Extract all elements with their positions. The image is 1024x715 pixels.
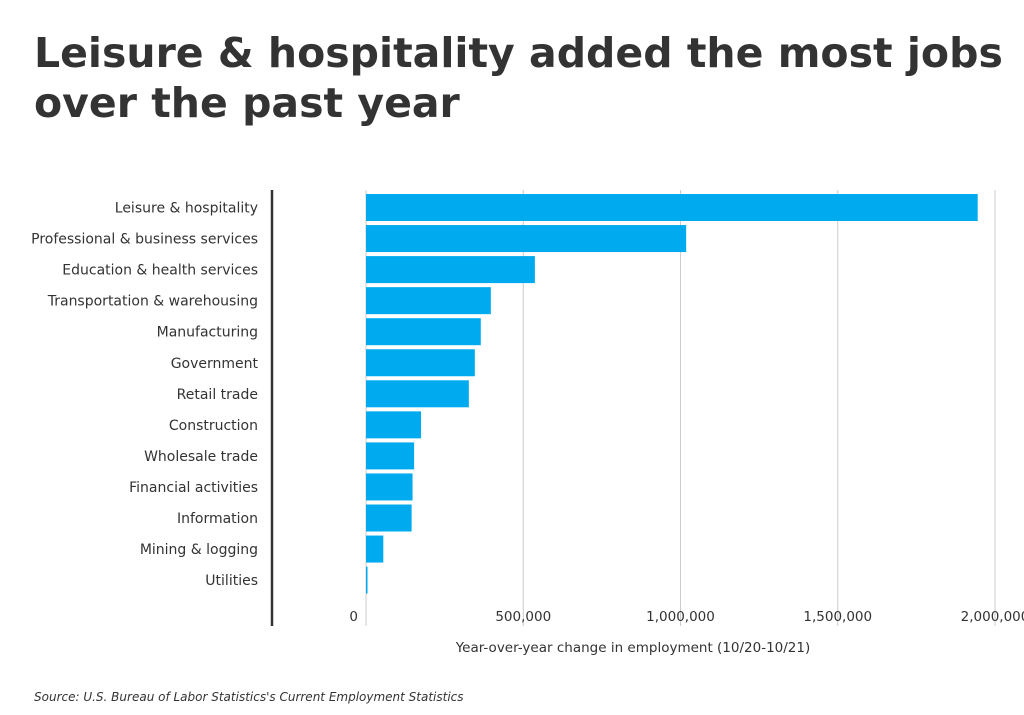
x-tick-label: 500,000: [495, 609, 551, 625]
x-tick-labels: 0 500,000 1,000,000 1,500,000 2,000,000: [349, 609, 1024, 625]
category-label: Leisure & hospitality: [115, 201, 258, 217]
category-label: Financial activities: [129, 480, 258, 496]
category-label: Government: [171, 356, 259, 372]
category-label: Mining & logging: [140, 542, 258, 558]
bars: [366, 194, 978, 594]
bar: [366, 411, 422, 439]
category-label: Information: [177, 511, 258, 527]
category-label: Professional & business services: [31, 232, 258, 248]
category-label: Manufacturing: [157, 325, 258, 341]
category-label: Education & health services: [62, 263, 258, 279]
bar: [366, 380, 469, 408]
bar: [366, 473, 413, 501]
bar: [366, 225, 687, 253]
x-tick-label: 2,000,000: [961, 609, 1024, 625]
category-label: Transportation & warehousing: [47, 294, 258, 310]
bar: [366, 349, 475, 377]
category-label: Utilities: [205, 573, 258, 589]
category-labels: Leisure & hospitality Professional & busi…: [31, 201, 258, 590]
category-label: Wholesale trade: [144, 449, 258, 465]
gridlines: [365, 190, 996, 626]
x-tick-label: 0: [349, 609, 358, 625]
source-note: Source: U.S. Bureau of Labor Statistics'…: [34, 690, 464, 704]
x-axis-title: Year-over-year change in employment (10/…: [455, 640, 811, 656]
bar: [366, 256, 535, 284]
bar: [366, 535, 384, 563]
bar: [366, 504, 412, 532]
bar-chart: Leisure & hospitality Professional & busi…: [31, 190, 1024, 656]
bar: [366, 442, 415, 470]
x-tick-label: 1,000,000: [646, 609, 715, 625]
bar: [366, 194, 978, 221]
x-tick-label: 1,500,000: [803, 609, 872, 625]
bar: [366, 287, 491, 315]
bar: [366, 566, 368, 594]
chart-title: Leisure & hospitality added the most job…: [34, 29, 1003, 127]
bar: [366, 318, 481, 346]
category-label: Construction: [169, 418, 258, 434]
category-label: Retail trade: [177, 387, 258, 403]
